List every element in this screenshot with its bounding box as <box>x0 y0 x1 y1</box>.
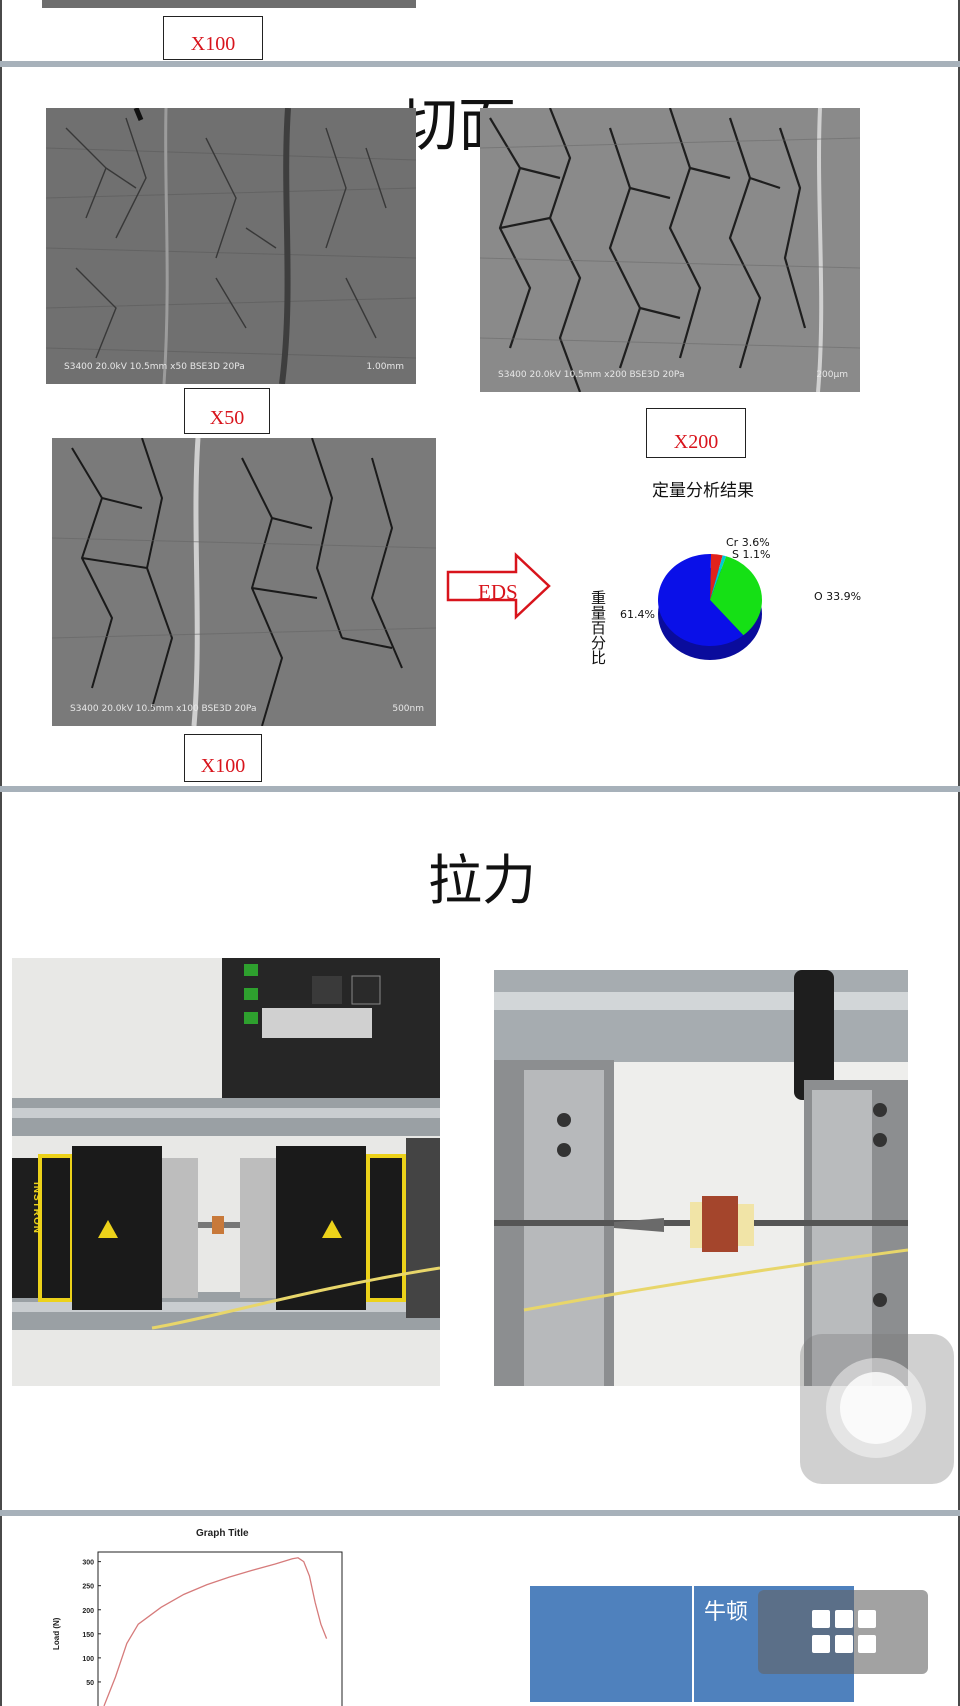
magnification-label-x100-top: X100 <box>163 16 263 60</box>
table-row-divider <box>530 1702 854 1706</box>
slide-divider-3 <box>0 1510 960 1516</box>
sem-caption-x100: S3400 20.0kV 10.5mm x100 BSE3D 20Pa <box>70 704 257 714</box>
eds-arrow-label: EDS <box>478 580 518 604</box>
sem-image-x50: S3400 20.0kV 10.5mm x50 BSE3D 20Pa 1.00m… <box>46 108 416 384</box>
tensile-machine-photo: INSTRON <box>12 958 440 1386</box>
sem-texture-x100 <box>52 438 436 726</box>
pie-label: O 33.9% <box>814 590 861 603</box>
mag-label-text: X50 <box>209 407 245 429</box>
pie-slice-O <box>710 556 762 636</box>
sem-scale-x100: 500nm <box>392 704 424 714</box>
slide-3 <box>0 792 960 1510</box>
load-chart-title: Graph Title <box>196 1528 249 1539</box>
sem-image-x100: S3400 20.0kV 10.5mm x100 BSE3D 20Pa 500n… <box>52 438 436 726</box>
grid-icon <box>812 1610 876 1653</box>
tensile-machine-illustration <box>12 958 440 1386</box>
instron-brand-left: INSTRON <box>31 1182 42 1234</box>
pie-label: Cr 3.6% <box>726 536 770 549</box>
y-tick-label: 250 <box>82 1584 94 1591</box>
mag-label-text: X100 <box>190 33 236 55</box>
load-chart: 50 100 150 200 250 300 <box>82 1551 343 1706</box>
slide-4 <box>0 1516 960 1706</box>
magnification-label-x200: X200 <box>646 408 746 458</box>
eds-pie-chart: Cr 3.6%S 1.1% O 33.9% 61.4% <box>620 536 861 660</box>
sem-texture-x200 <box>480 108 860 392</box>
table-header-text: 牛顿 <box>704 1600 749 1625</box>
pie-slice-S <box>710 555 727 600</box>
y-tick-label: 50 <box>86 1680 94 1687</box>
sem-scale-x50: 1.00mm <box>366 362 404 372</box>
sem-caption-x200: S3400 20.0kV 10.5mm x200 BSE3D 20Pa <box>498 370 685 380</box>
load-series-line <box>103 1557 328 1706</box>
eds-chart-ylabel: 重量百分比 <box>589 590 607 665</box>
slide-1 <box>0 0 960 63</box>
slide-2 <box>0 67 960 786</box>
specimen-closeup-illustration <box>494 970 908 1386</box>
pie-label: 61.4% <box>620 608 655 621</box>
load-chart-frame <box>97 1551 343 1706</box>
slide-title-tensile: 拉力 <box>428 849 536 912</box>
assistive-touch-dot <box>840 1372 912 1444</box>
pie-slice-remainder <box>658 554 744 646</box>
y-tick-label: 200 <box>82 1608 94 1615</box>
sem-image-top-cut <box>42 0 416 8</box>
sem-caption-x50: S3400 20.0kV 10.5mm x50 BSE3D 20Pa <box>64 362 245 372</box>
assistive-touch-button[interactable] <box>800 1334 954 1484</box>
pie-slice-Cr <box>710 554 723 600</box>
magnification-label-x100: X100 <box>184 734 262 782</box>
app-grid-button[interactable] <box>758 1590 928 1674</box>
y-tick-label: 100 <box>82 1656 94 1663</box>
table-cell-empty <box>530 1586 692 1702</box>
pie-label: S 1.1% <box>732 548 770 561</box>
eds-arrow <box>446 552 551 620</box>
sem-scale-x200: 200μm <box>816 370 848 380</box>
eds-chart-title: 定量分析结果 <box>652 481 754 501</box>
mag-label-text: X200 <box>673 431 719 453</box>
y-tick-label: 300 <box>82 1560 94 1567</box>
mag-label-text: X100 <box>200 755 246 777</box>
sem-texture-x50 <box>46 108 416 384</box>
y-tick-label: 150 <box>82 1632 94 1639</box>
sem-image-x200: S3400 20.0kV 10.5mm x200 BSE3D 20Pa 200μ… <box>480 108 860 392</box>
slide-divider-2 <box>0 786 960 792</box>
magnification-label-x50: X50 <box>184 388 270 434</box>
slide-divider-1 <box>0 61 960 67</box>
specimen-closeup-photo <box>494 970 908 1386</box>
